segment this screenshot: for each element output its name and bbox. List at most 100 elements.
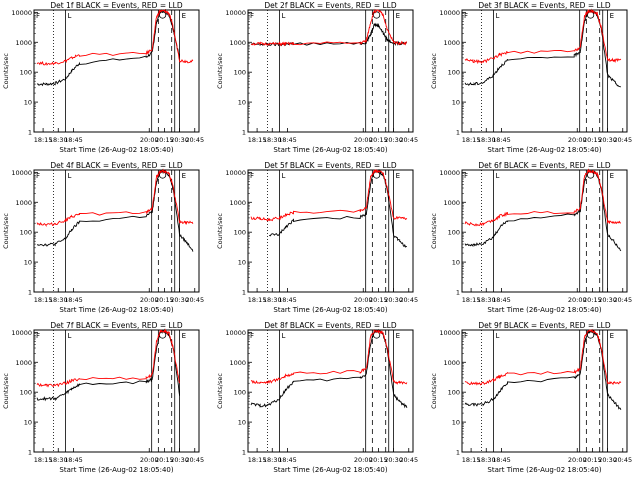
x-tick-label: 20:45	[613, 136, 632, 144]
flag-label: F	[464, 172, 468, 180]
events-series-line	[269, 169, 407, 248]
y-tick-label: 10000	[11, 169, 32, 177]
flag-label: L	[496, 172, 500, 180]
x-tick-label: 18:45	[278, 296, 297, 304]
x-tick-label: 20:00	[140, 456, 159, 464]
x-tick-label: 20:00	[354, 296, 373, 304]
x-tick-label: 18:45	[64, 296, 83, 304]
plot-frame	[33, 169, 200, 293]
events-series-line	[36, 328, 181, 402]
lld-series-line	[464, 9, 622, 65]
y-tick-label: 1000	[15, 359, 32, 367]
x-tick-label: 20:45	[613, 296, 632, 304]
y-tick-label: 1000	[229, 39, 246, 47]
y-tick-label: 100	[448, 389, 460, 397]
x-tick-label: 18:15	[34, 136, 53, 144]
x-axis-label: Start Time (26-Aug-02 18:05:40)	[273, 466, 387, 474]
y-tick-label: 1000	[443, 39, 460, 47]
lld-series-line	[36, 8, 194, 66]
plot-frame	[247, 9, 414, 133]
x-axis-label: Start Time (26-Aug-02 18:05:40)	[487, 146, 601, 154]
lld-series-line	[250, 329, 408, 385]
y-tick-label: 10000	[439, 169, 460, 177]
y-tick-label: 1	[28, 289, 32, 297]
lld-series-line	[36, 328, 181, 388]
x-axis-label: Start Time (26-Aug-02 18:05:40)	[487, 466, 601, 474]
y-tick-label: 10000	[439, 329, 460, 337]
y-axis-label: Counts/sec	[430, 373, 438, 409]
x-tick-label: 20:00	[354, 456, 373, 464]
flag-label: F	[250, 12, 254, 20]
x-tick-label: 18:30	[477, 136, 496, 144]
y-tick-label: 10	[24, 99, 32, 107]
x-tick-label: 20:30	[384, 296, 403, 304]
flag-label: L	[68, 12, 72, 20]
y-tick-label: 10	[24, 259, 32, 267]
x-axis-label: Start Time (26-Aug-02 18:05:40)	[273, 146, 387, 154]
x-tick-label: 20:00	[568, 456, 587, 464]
y-axis-label: Counts/sec	[430, 213, 438, 249]
flag-label: F	[250, 172, 254, 180]
x-tick-label: 20:45	[185, 296, 204, 304]
x-tick-label: 20:45	[399, 296, 418, 304]
detector-panel-8: Det 8f BLACK = Events, RED = LLD Counts/s…	[216, 321, 418, 474]
flag-label: E	[182, 172, 186, 180]
y-tick-label: 10000	[225, 169, 246, 177]
x-tick-label: 18:15	[248, 456, 267, 464]
y-axis-label: Counts/sec	[216, 53, 224, 89]
x-axis-label: Start Time (26-Aug-02 18:05:40)	[59, 466, 173, 474]
y-tick-label: 1000	[229, 359, 246, 367]
y-tick-label: 10	[452, 419, 460, 427]
plot-frame	[33, 329, 200, 453]
x-tick-label: 18:45	[492, 296, 511, 304]
panel-title: Det 1f BLACK = Events, RED = LLD	[50, 1, 183, 10]
y-tick-label: 10	[452, 259, 460, 267]
x-tick-label: 20:15	[369, 136, 388, 144]
lld-series-line	[250, 8, 407, 47]
x-tick-label: 20:15	[155, 296, 174, 304]
y-tick-label: 10	[24, 419, 32, 427]
x-tick-label: 20:30	[598, 136, 617, 144]
y-tick-label: 1000	[15, 39, 32, 47]
x-tick-label: 18:45	[278, 136, 297, 144]
panel-title: Det 7f BLACK = Events, RED = LLD	[50, 321, 183, 330]
y-tick-label: 10000	[11, 9, 32, 17]
x-tick-label: 18:15	[34, 296, 53, 304]
y-tick-label: 100	[20, 69, 32, 77]
detector-panel-5: Det 5f BLACK = Events, RED = LLD Counts/s…	[216, 161, 418, 314]
x-tick-label: 18:15	[248, 136, 267, 144]
y-tick-label: 10	[238, 99, 246, 107]
x-tick-label: 20:15	[369, 296, 388, 304]
y-axis-label: Counts/sec	[2, 213, 10, 249]
y-tick-label: 10	[452, 99, 460, 107]
x-tick-label: 20:15	[155, 136, 174, 144]
y-tick-label: 1	[456, 289, 460, 297]
events-series-line	[250, 22, 407, 47]
y-tick-label: 100	[234, 229, 246, 237]
x-tick-label: 18:30	[263, 456, 282, 464]
flag-label: L	[496, 12, 500, 20]
x-tick-label: 20:30	[170, 456, 189, 464]
y-tick-label: 1	[242, 129, 246, 137]
x-tick-label: 20:15	[583, 136, 602, 144]
y-tick-label: 1000	[15, 199, 32, 207]
flag-label: E	[610, 12, 614, 20]
y-tick-label: 1	[456, 129, 460, 137]
panel-title: Det 8f BLACK = Events, RED = LLD	[264, 321, 397, 330]
detector-panel-4: Det 4f BLACK = Events, RED = LLD Counts/s…	[2, 161, 204, 314]
x-tick-label: 18:45	[64, 456, 83, 464]
panel-title: Det 5f BLACK = Events, RED = LLD	[264, 161, 397, 170]
plot-frame	[247, 329, 414, 453]
x-axis-label: Start Time (26-Aug-02 18:05:40)	[487, 306, 601, 314]
y-tick-label: 10000	[11, 329, 32, 337]
x-tick-label: 20:30	[170, 296, 189, 304]
y-tick-label: 100	[234, 69, 246, 77]
x-tick-label: 20:00	[568, 296, 587, 304]
y-tick-label: 10000	[439, 9, 460, 17]
x-tick-label: 18:45	[492, 456, 511, 464]
plot-frame	[247, 169, 414, 293]
x-tick-label: 20:15	[583, 456, 602, 464]
x-tick-label: 20:15	[155, 456, 174, 464]
y-axis-label: Counts/sec	[2, 53, 10, 89]
flag-label: L	[68, 332, 72, 340]
